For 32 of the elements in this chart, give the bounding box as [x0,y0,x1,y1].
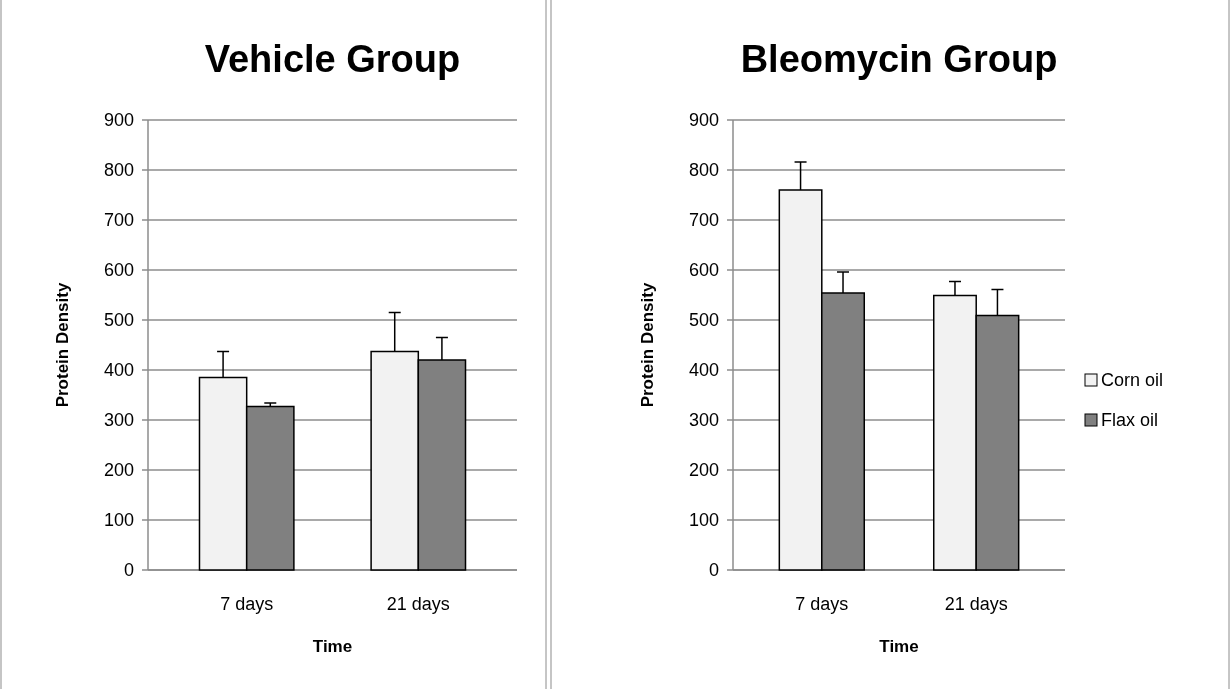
chart-title: Vehicle Group [204,38,461,80]
legend-label: Flax oil [1101,410,1159,431]
y-tick-label: 600 [688,260,719,281]
x-axis-title: Time [312,637,353,656]
y-axis-title: Protein Density [53,282,72,408]
y-tick-label: 100 [688,510,719,531]
y-tick-label: 200 [688,460,719,481]
x-axis-title: Time [879,637,919,656]
y-tick-label: 800 [103,160,134,181]
y-tick-label: 400 [103,360,134,381]
y-tick-label: 700 [103,210,134,231]
y-tick-label: 600 [103,260,134,281]
y-tick-label: 300 [688,410,719,431]
y-tick-label: 200 [103,460,134,481]
y-tick-label: 900 [688,110,719,131]
y-tick-label: 300 [103,410,134,431]
y-tick-label: 500 [688,310,719,331]
y-tick-label: 0 [123,560,134,581]
y-axis-title: Protein Density [638,282,657,408]
chart-title: Bleomycin Group [740,38,1058,80]
y-tick-label: 400 [688,360,719,381]
y-tick-label: 900 [103,110,134,131]
legend-label: Corn oil [1101,370,1164,391]
x-tick-label: 21 days [386,594,450,614]
y-tick-label: 500 [103,310,134,331]
y-tick-label: 700 [688,210,719,231]
x-tick-label: 7 days [220,594,274,614]
x-tick-label: 21 days [944,594,1008,614]
y-tick-label: 800 [688,160,719,181]
y-tick-label: 0 [708,560,719,581]
y-tick-label: 100 [103,510,134,531]
x-tick-label: 7 days [795,594,849,614]
